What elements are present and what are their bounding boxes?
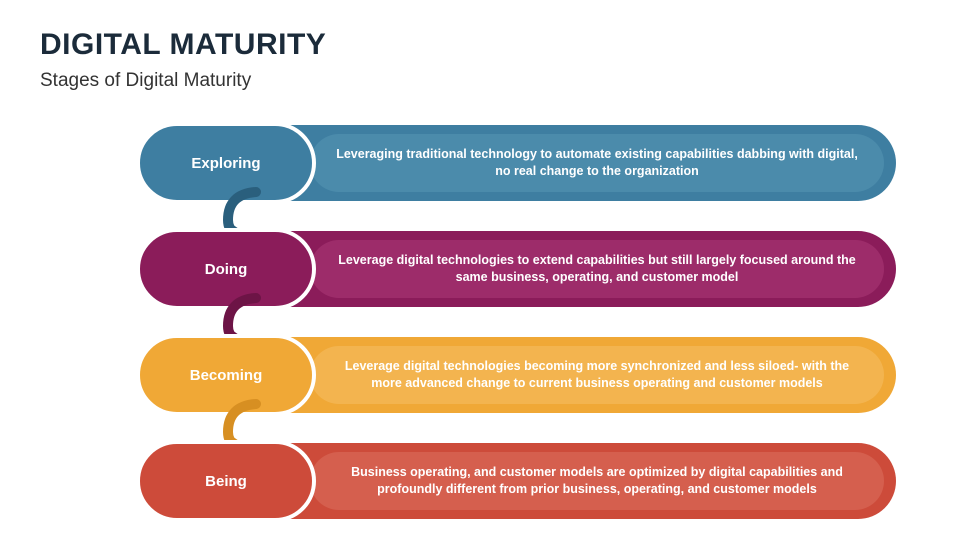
stage-row-exploring: Leveraging traditional technology to aut… — [140, 122, 900, 204]
page-subtitle: Stages of Digital Maturity — [40, 70, 920, 92]
stage-row-being: Business operating, and customer models … — [140, 440, 900, 522]
stage-description-pill: Leveraging traditional technology to aut… — [310, 134, 884, 192]
stage-row-becoming: Leverage digital technologies becoming m… — [140, 334, 900, 416]
stage-description-pill: Leverage digital technologies to extend … — [310, 240, 884, 298]
stage-label-pill: Becoming — [136, 334, 316, 416]
stage-description-pill: Leverage digital technologies becoming m… — [310, 346, 884, 404]
stage-description-text: Leveraging traditional technology to aut… — [336, 146, 858, 180]
stage-description-text: Business operating, and customer models … — [336, 464, 858, 498]
stages-container: Leveraging traditional technology to aut… — [140, 122, 900, 522]
stage-row-doing: Leverage digital technologies to extend … — [140, 228, 900, 310]
stage-label-text: Doing — [205, 261, 248, 278]
page-title: DIGITAL MATURITY — [40, 28, 920, 62]
stage-description-pill: Business operating, and customer models … — [310, 452, 884, 510]
stage-label-text: Becoming — [190, 367, 263, 384]
stage-label-text: Being — [205, 473, 247, 490]
stage-label-pill: Doing — [136, 228, 316, 310]
slide: DIGITAL MATURITY Stages of Digital Matur… — [0, 0, 960, 540]
stage-label-pill: Exploring — [136, 122, 316, 204]
stage-label-pill: Being — [136, 440, 316, 522]
stage-label-text: Exploring — [191, 155, 260, 172]
stage-description-text: Leverage digital technologies becoming m… — [336, 358, 858, 392]
stage-description-text: Leverage digital technologies to extend … — [336, 252, 858, 286]
